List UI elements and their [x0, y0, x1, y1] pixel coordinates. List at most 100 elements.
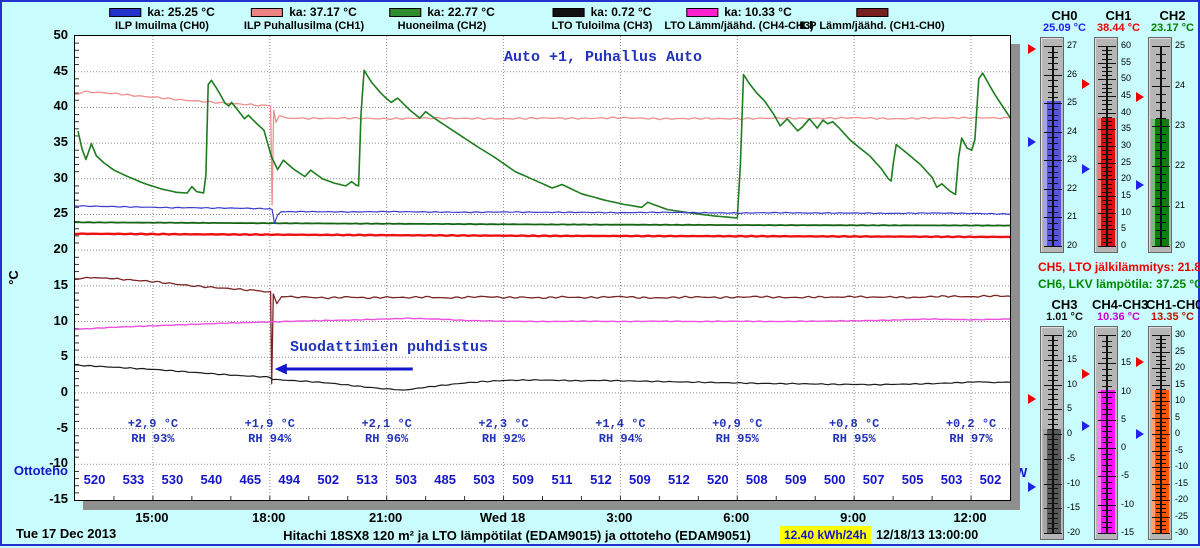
legend-channel-name: ILP Imuilma (CH0): [115, 20, 209, 32]
gauge-minor-tick: [1156, 512, 1166, 514]
x-axis-label: 18:00: [252, 510, 286, 525]
outdoor-rh: RH 95%: [832, 432, 876, 446]
gauge-tick-label: 23: [1175, 120, 1186, 130]
legend-channel-name: LTO Lämm/jäähd. (CH4-CH3): [664, 20, 814, 32]
gauge-minor-tick: [1048, 513, 1058, 515]
gauge-minor-tick: [1048, 394, 1058, 396]
gauge-minor-tick: [1156, 446, 1166, 448]
gauge-tick-label: 25: [1175, 345, 1186, 356]
gauge-minor-tick: [1102, 87, 1112, 89]
y-axis-unit-label: °C: [5, 270, 21, 285]
legend-ka-value: ka: 25.25 °C: [147, 5, 215, 19]
gauge-tick-label: 5: [1121, 413, 1127, 424]
gauge-minor-tick: [1102, 237, 1112, 239]
gauge-minor-tick: [1048, 177, 1058, 179]
gauge-minor-tick: [1048, 374, 1058, 376]
gauge-value-CH4-CH3: 10.36 °C: [1097, 311, 1140, 323]
ottoteho-value: 513: [356, 472, 379, 487]
gauge-minor-tick: [1048, 114, 1058, 116]
gauge-CH3: -20 -15 -10 -5 0 5 10 15 20: [1028, 326, 1091, 540]
gauge-minor-tick: [1156, 454, 1166, 456]
gauge-minor-tick: [1156, 110, 1166, 111]
gauge-max-marker: [1082, 78, 1090, 89]
gauge-minor-tick: [1102, 171, 1112, 172]
gauge-major-tick: [1044, 217, 1062, 219]
gauge-tick-label: 5: [1175, 411, 1181, 422]
gauge-minor-tick: [1048, 468, 1058, 470]
outdoor-annotation: +0,8 °C RH 95%: [829, 417, 879, 447]
y-axis-label: 50: [53, 27, 68, 42]
gauge-minor-tick: [1156, 158, 1166, 159]
gauge-minor-tick: [1102, 380, 1112, 382]
outdoor-annotation: +1,9 °C RH 94%: [245, 417, 295, 447]
legend-swatch: [389, 7, 422, 17]
legend-item: ka: 10.33 °C LTO Lämm/jäähd. (CH4-CH3): [664, 5, 813, 32]
chart-canvas: [75, 36, 1010, 500]
gauge-minor-tick: [1156, 504, 1166, 506]
gauge-minor-tick: [1048, 120, 1058, 122]
gauge-minor-tick: [1156, 429, 1166, 431]
gauge-tick-label: 35: [1121, 123, 1132, 134]
gauge-minor-tick: [1102, 431, 1112, 433]
gauge-tick-label: -5: [1175, 444, 1184, 455]
gauge-tick-label: -30: [1175, 527, 1189, 537]
gauge-tick-label: 15: [1175, 378, 1186, 389]
gauge-minor-tick: [1048, 518, 1058, 520]
gauge-minor-tick: [1102, 137, 1112, 139]
y-axis-label: -5: [56, 419, 68, 435]
x-axis-label: 21:00: [369, 510, 403, 525]
gauge-tick-label: 26: [1067, 68, 1078, 79]
gauge-value-CH3: 1.01 °C: [1046, 311, 1083, 323]
gauge-minor-tick: [1048, 166, 1058, 167]
y-axis-label: 45: [53, 62, 68, 78]
gauge-minor-tick: [1102, 204, 1112, 206]
outdoor-annotation: +2,3 °C RH 92%: [478, 417, 528, 447]
gauge-header-CH1-CH0: CH1-CH0: [1146, 297, 1200, 312]
gauge-value-CH1: 38.44 °C: [1097, 22, 1140, 34]
gauge-major-tick: [1152, 516, 1170, 518]
gauge-minor-tick: [1048, 200, 1058, 202]
gauge-minor-tick: [1048, 354, 1058, 356]
y-axis-label: 20: [53, 241, 68, 257]
ottoteho-value: 503: [473, 472, 495, 487]
gauge-tick-label: 25: [1121, 156, 1132, 167]
gauge-minor-tick: [1102, 397, 1112, 399]
outdoor-temp: +0,9 °C: [712, 417, 763, 431]
gauge-tick-label: 30: [1175, 329, 1186, 339]
gauge-major-tick: [1044, 434, 1062, 435]
gauge-minor-tick: [1048, 404, 1058, 406]
gauge-major-tick: [1044, 74, 1062, 76]
gauge-minor-tick: [1102, 83, 1112, 85]
x-axis-label: 15:00: [135, 510, 169, 525]
legend-swatch: [856, 7, 888, 17]
legend-swatch-row: ka: 0.72 °C: [552, 5, 653, 19]
legend-swatch: [251, 7, 284, 17]
gauge-tick-label: 24: [1067, 125, 1078, 136]
ottoteho-value: 520: [706, 472, 729, 487]
gauge-major-tick: [1152, 166, 1170, 167]
gauge-minor-tick: [1102, 116, 1112, 118]
current-datetime: 12/18/13 13:00:00: [876, 528, 979, 542]
gauge-minor-tick: [1102, 208, 1112, 210]
gauge-tick-label: 15: [1121, 190, 1132, 200]
gauge-minor-tick: [1156, 495, 1166, 497]
gauge-header-CH4-CH3: CH4-CH3: [1092, 297, 1149, 312]
ottoteho-value: 512: [667, 472, 690, 487]
gauge-major-tick: [1152, 86, 1170, 87]
gauge-value-CH2: 23.17 °C: [1151, 22, 1194, 34]
legend-item: ILP Lämm/jäähd. (CH1-CH0): [799, 5, 945, 32]
gauge-min-marker: [1136, 180, 1144, 190]
ottoteho-value: 509: [512, 472, 534, 487]
gauge-CH1-CH0: -30 -25 -20 -15 -10 -5 0 5 10 15 20 25 30: [1136, 326, 1199, 540]
outdoor-temp: +2,1 °C: [361, 417, 412, 431]
gauge-minor-tick: [1156, 442, 1166, 444]
gauge-minor-tick: [1048, 97, 1058, 99]
gauge-tick-label: 22: [1175, 160, 1186, 170]
gauge-minor-tick: [1048, 143, 1058, 145]
gauge-major-tick: [1044, 160, 1062, 162]
gauge-CH2: 20 21 22 23 24 25: [1136, 37, 1199, 253]
chart-title: Hitachi 18SX8 120 m² ja LTO lämpötilat (…: [283, 528, 751, 543]
gauge-minor-tick: [1102, 493, 1112, 495]
gauge-minor-tick: [1102, 482, 1112, 484]
gauge-tick-label: 55: [1121, 56, 1132, 67]
